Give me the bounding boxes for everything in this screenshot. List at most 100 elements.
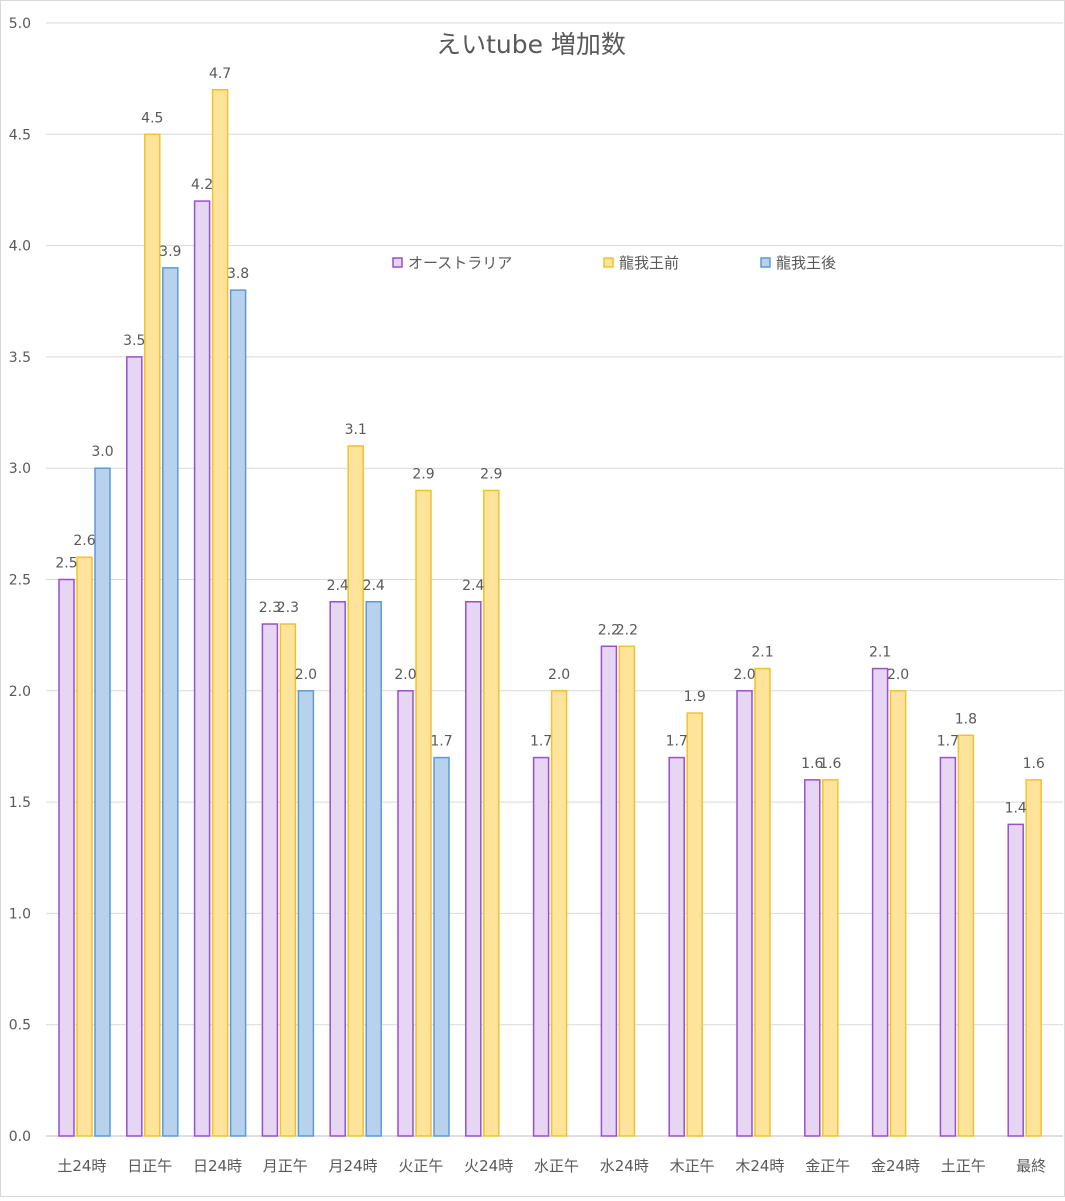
data-label: 2.0	[394, 667, 416, 683]
data-label: 1.6	[801, 756, 823, 772]
y-axis-tick-labels: 0.0 0.5 1.0 1.5 2.0 2.5 3.0 3.5 4.0 4.5 5.0	[9, 16, 31, 1145]
bar	[144, 133, 161, 1137]
data-label: 2.4	[462, 578, 484, 594]
category-label: 月24時	[329, 1157, 378, 1175]
data-label: 2.3	[259, 600, 281, 616]
legend: オーストラリア 龍我王前 龍我王後	[392, 254, 836, 272]
category-label: 火24時	[464, 1157, 513, 1175]
y-tick-label: 1.5	[9, 795, 31, 811]
y-tick-label: 0.0	[9, 1129, 31, 1145]
bar	[94, 467, 111, 1137]
category-label: 火正午	[398, 1157, 443, 1175]
bar	[532, 756, 550, 1137]
bar	[804, 779, 821, 1137]
bar	[686, 712, 703, 1137]
data-label: 2.6	[73, 533, 95, 549]
data-label: 2.0	[548, 667, 570, 683]
bars	[58, 89, 1042, 1137]
category-label: 月正午	[263, 1157, 308, 1175]
y-tick-label: 2.0	[9, 684, 31, 700]
data-label: 2.0	[733, 667, 755, 683]
bar	[365, 601, 382, 1137]
bar	[1007, 823, 1024, 1137]
data-label: 3.1	[345, 422, 367, 438]
data-label: 2.5	[55, 556, 77, 572]
bar	[889, 690, 907, 1137]
bar	[668, 756, 685, 1137]
category-label: 最終	[1016, 1157, 1046, 1175]
bar	[397, 690, 414, 1137]
data-label: 1.7	[937, 734, 959, 750]
data-label: 2.4	[363, 578, 385, 594]
data-label: 2.0	[887, 667, 909, 683]
data-label: 3.9	[159, 244, 181, 260]
y-tick-label: 4.5	[9, 127, 31, 143]
bar	[1025, 779, 1042, 1137]
y-tick-label: 0.5	[9, 1018, 31, 1034]
data-label: 2.0	[295, 667, 317, 683]
data-label: 2.2	[598, 622, 620, 638]
legend-label: 龍我王後	[776, 254, 836, 272]
category-label: 金正午	[805, 1157, 850, 1175]
bar	[229, 289, 247, 1137]
data-label: 1.8	[955, 711, 977, 727]
data-label: 2.9	[412, 466, 434, 482]
bar	[957, 734, 975, 1137]
data-label: 2.9	[480, 466, 502, 482]
bar	[939, 756, 957, 1137]
data-label: 1.7	[666, 734, 688, 750]
legend-label: 龍我王前	[619, 254, 679, 272]
data-label: 1.7	[530, 734, 552, 750]
category-label: 土正午	[941, 1157, 986, 1175]
bar	[550, 690, 568, 1137]
data-label: 4.2	[191, 177, 213, 193]
bar	[162, 267, 179, 1137]
data-label: 2.1	[751, 645, 773, 661]
y-tick-label: 4.0	[9, 239, 31, 255]
bar	[871, 667, 889, 1137]
data-label: 2.2	[616, 622, 638, 638]
category-label: 木正午	[670, 1157, 715, 1175]
data-label: 4.7	[209, 66, 231, 82]
y-tick-label: 3.0	[9, 461, 31, 477]
y-tick-label: 1.0	[9, 906, 31, 922]
bar	[211, 89, 229, 1137]
data-label: 1.6	[819, 756, 841, 772]
legend-swatch	[760, 257, 771, 268]
legend-label: オーストラリア	[408, 254, 512, 272]
legend-swatch	[603, 257, 614, 268]
category-label: 日正午	[127, 1157, 172, 1175]
bar	[433, 756, 450, 1137]
data-label: 2.4	[327, 578, 349, 594]
bar	[126, 356, 143, 1137]
data-label: 1.7	[430, 734, 452, 750]
category-label: 水正午	[534, 1157, 579, 1175]
bar	[347, 445, 364, 1137]
category-label: 金24時	[871, 1157, 920, 1175]
bar	[58, 578, 75, 1137]
y-tick-label: 5.0	[9, 16, 31, 32]
bar	[754, 667, 771, 1137]
bar	[618, 645, 636, 1137]
legend-swatch	[392, 257, 403, 268]
data-labels: 2.5 2.6 3.0 3.5 4.5 3.9 4.2 4.7 3.8 2.32.3 2.0 2.4 3…	[55, 66, 1045, 817]
bar	[76, 556, 93, 1137]
bar	[329, 601, 346, 1137]
bar	[600, 645, 618, 1137]
bar	[261, 623, 279, 1137]
x-axis-category-labels: 土24時 日正午 日24時 月正午 月24時 火正午 火24時 水正午 水24時 木正午 木24時 金…	[57, 1157, 1046, 1175]
data-label: 2.1	[869, 645, 891, 661]
category-label: 日24時	[193, 1157, 242, 1175]
bar	[822, 779, 839, 1137]
bar	[415, 489, 432, 1137]
category-label: 水24時	[600, 1157, 649, 1175]
data-label: 3.0	[91, 444, 113, 460]
data-label: 3.5	[123, 333, 145, 349]
bar	[736, 690, 753, 1137]
y-tick-label: 3.5	[9, 350, 31, 366]
data-label: 1.9	[684, 689, 706, 705]
chart-title: えいtube 増加数	[436, 30, 626, 59]
data-label: 1.6	[1023, 756, 1045, 772]
